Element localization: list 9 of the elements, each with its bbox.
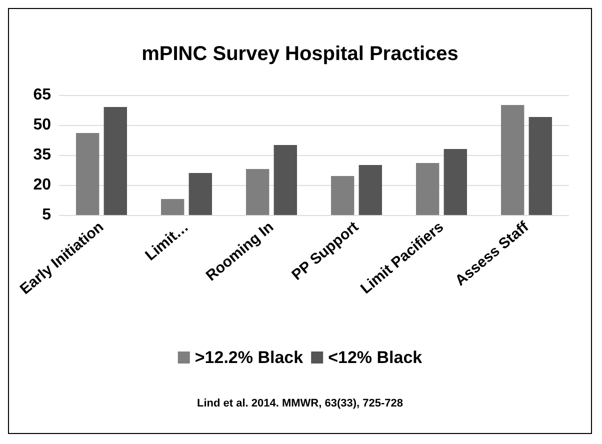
y-tick-label: 5 — [42, 206, 52, 224]
y-tick-label: 50 — [33, 116, 52, 134]
text: Lind et al. 2014. MMWR, 63(33), 725-728 — [196, 398, 404, 410]
y-tick-label: 65 — [33, 86, 52, 104]
chart-title: mPINC Survey Hospital Practices — [142, 43, 458, 65]
legend-label: <12% Black — [328, 348, 423, 367]
legend-label: >12.2% Black — [194, 348, 304, 367]
y-tick-label: 20 — [33, 176, 52, 194]
y-tick-label: 35 — [33, 146, 52, 164]
